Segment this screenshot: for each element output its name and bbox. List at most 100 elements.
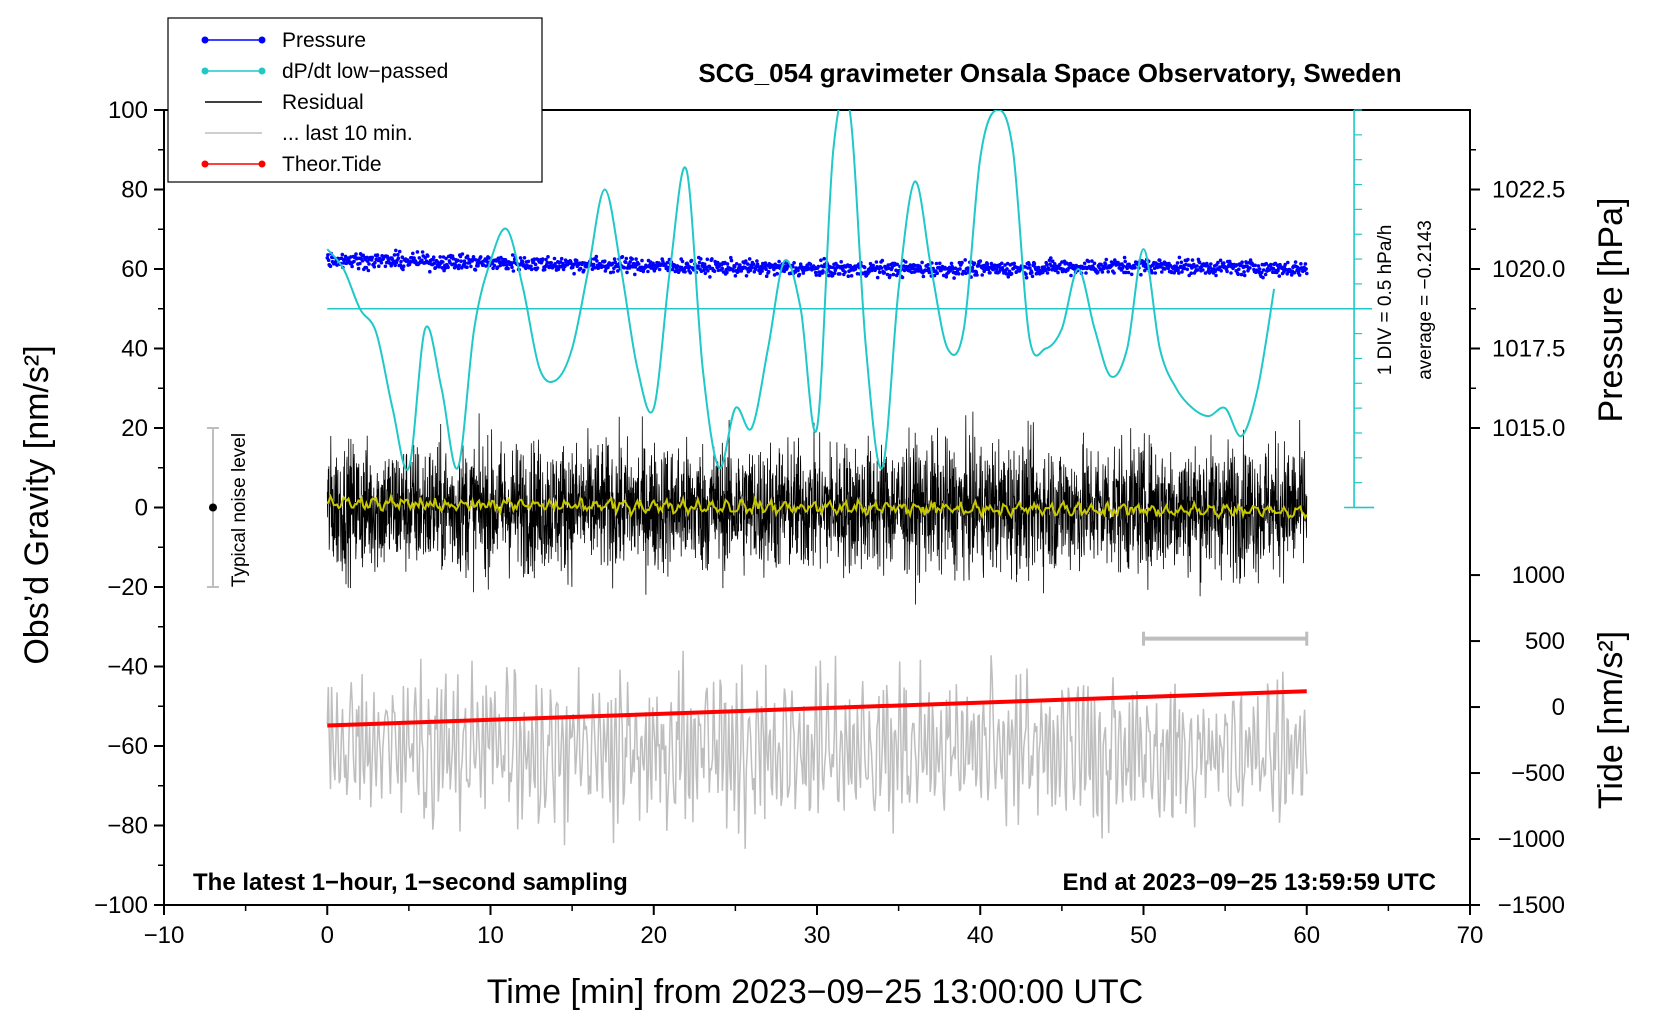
pressure-point [358,261,362,266]
pressure-point [974,270,979,275]
pressure-point [934,261,939,266]
pressure-point [622,265,627,270]
pressure-point [1303,262,1308,266]
pressure-point [1176,268,1180,273]
pressure-point [518,256,523,260]
pressure-point [498,263,503,268]
pressure-point [633,272,637,277]
pressure-point [365,255,369,260]
pressure-point [533,262,538,267]
pressure-point [432,261,437,266]
ticks-layer: −10 0 10 20 30 40 50 60 70−100−80−60−40−20020406… [94,97,1565,949]
pressure-point [623,260,628,265]
noise-bar-center [208,503,217,512]
pressure-point [1175,261,1180,265]
pressure-point [1032,261,1037,266]
pressure-point [1045,263,1049,267]
pressure-point [540,257,545,261]
pressure-point [558,260,563,264]
pressure-point [506,266,510,271]
pressure-point [966,266,970,270]
pressure-point [685,262,690,267]
pressure-point [1139,272,1143,277]
pressure-point [831,265,836,270]
pressure-point [1185,267,1190,272]
pressure-point [1261,275,1265,280]
pressure-point [401,264,406,269]
pressure-point [1299,262,1303,266]
pressure-point [1112,271,1116,275]
pressure-point [1106,270,1110,274]
pressure-point [379,260,384,265]
pressure-point [625,270,629,275]
pressure-point [552,256,557,261]
legend-swatch-marker [201,160,209,168]
pressure-point [1190,258,1195,262]
x-tick-label: 20 [640,922,667,949]
pressure-point [411,251,415,256]
pressure-point [522,255,527,260]
pressure-point [1197,260,1202,265]
pressure-point [706,269,710,273]
pressure-point [988,271,992,275]
pressure-point [458,254,463,259]
pressure-point [456,258,460,263]
pressure-point [535,266,540,270]
pressure-point [867,269,871,274]
average-label: average = −0.2143 [1415,220,1436,380]
pressure-point [1222,261,1226,265]
pressure-point [578,266,583,271]
pressure-point [1253,263,1257,268]
pressure-point [960,260,964,265]
series-theor-tide [327,689,1307,728]
pressure-point [792,261,796,265]
pressure-point [1293,260,1298,264]
pressure-point [855,271,860,276]
pressure-point [582,268,586,273]
pressure-point [705,257,710,262]
pressure-point [1182,266,1187,271]
pressure-point [1096,270,1100,275]
series-residual-mean [326,492,1308,521]
pressure-point [340,252,345,257]
pressure-point [725,262,730,266]
pressure-point [1269,262,1273,267]
pressure-point [377,264,381,269]
pressure-point [688,271,693,275]
pressure-point [1292,270,1297,275]
pressure-point [1090,259,1094,263]
pressure-point [895,262,900,267]
pressure-point [1121,264,1126,268]
pressure-point [590,267,595,272]
pressure-point [1219,269,1223,273]
series-residual [326,411,1308,605]
pressure-point [485,260,490,264]
pressure-point [388,261,392,265]
pressure-point [1239,272,1244,277]
legend-swatch-marker [258,160,266,168]
pressure-point [326,253,330,257]
pressure-point [624,256,629,261]
pressure-point [1052,262,1057,266]
pressure-point [612,257,617,261]
pressure-point [611,270,616,274]
pressure-point [1153,271,1158,275]
pressure-point [1067,266,1071,270]
pressure-point [766,269,771,274]
pressure-point [465,254,470,258]
pressure-point [630,257,634,261]
pressure-point [526,259,531,264]
pressure-point [1000,261,1004,266]
pressure-point [657,267,662,272]
pressure-point [1177,271,1181,275]
pressure-point [891,272,896,277]
pressure-point [595,259,599,263]
pressure-point [520,259,525,264]
pressure-point [797,272,802,277]
pressure-point [546,254,550,259]
pressure-point [712,269,717,274]
pressure-point [593,265,597,270]
series-pressure [325,248,1309,280]
pressure-point [606,265,610,270]
pressure-point [492,263,497,268]
